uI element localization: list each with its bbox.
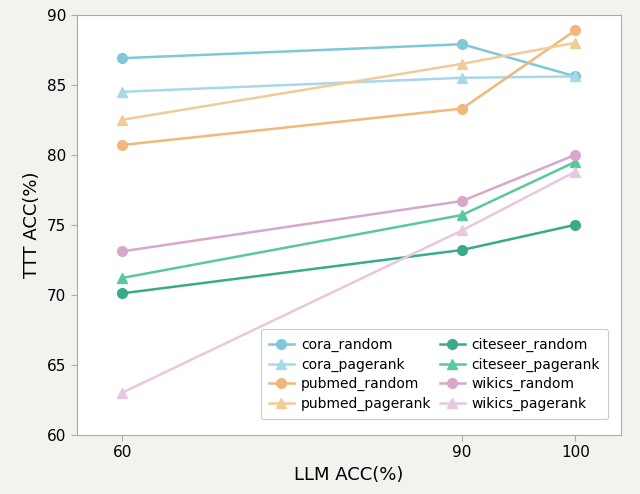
- citeseer_pagerank: [118, 275, 126, 281]
- cora_random: [118, 55, 126, 61]
- Line: pubmed_pagerank: pubmed_pagerank: [117, 38, 580, 124]
- wikics_pagerank: [458, 227, 466, 233]
- Y-axis label: TTT ACC(%): TTT ACC(%): [24, 171, 42, 278]
- wikics_random: [118, 248, 126, 254]
- pubmed_pagerank: [458, 61, 466, 67]
- citeseer_pagerank: [458, 212, 466, 218]
- Line: citeseer_pagerank: citeseer_pagerank: [117, 157, 580, 283]
- cora_pagerank: [572, 74, 579, 80]
- Line: cora_random: cora_random: [117, 40, 580, 82]
- pubmed_pagerank: [572, 40, 579, 46]
- Line: cora_pagerank: cora_pagerank: [117, 72, 580, 97]
- citeseer_random: [118, 290, 126, 296]
- citeseer_pagerank: [572, 159, 579, 165]
- cora_pagerank: [118, 89, 126, 95]
- Line: wikics_pagerank: wikics_pagerank: [117, 166, 580, 398]
- cora_random: [458, 41, 466, 47]
- cora_pagerank: [458, 75, 466, 81]
- X-axis label: LLM ACC(%): LLM ACC(%): [294, 466, 403, 484]
- Line: pubmed_random: pubmed_random: [117, 25, 580, 150]
- Legend: cora_random, cora_pagerank, pubmed_random, pubmed_pagerank, citeseer_random, cit: cora_random, cora_pagerank, pubmed_rando…: [260, 329, 609, 419]
- cora_random: [572, 74, 579, 80]
- pubmed_pagerank: [118, 117, 126, 123]
- wikics_random: [572, 152, 579, 158]
- wikics_pagerank: [118, 390, 126, 396]
- wikics_pagerank: [572, 168, 579, 174]
- Line: wikics_random: wikics_random: [117, 150, 580, 256]
- Line: citeseer_random: citeseer_random: [117, 220, 580, 298]
- pubmed_random: [572, 27, 579, 33]
- citeseer_random: [572, 222, 579, 228]
- wikics_random: [458, 198, 466, 204]
- pubmed_random: [118, 142, 126, 148]
- pubmed_random: [458, 106, 466, 112]
- citeseer_random: [458, 247, 466, 253]
